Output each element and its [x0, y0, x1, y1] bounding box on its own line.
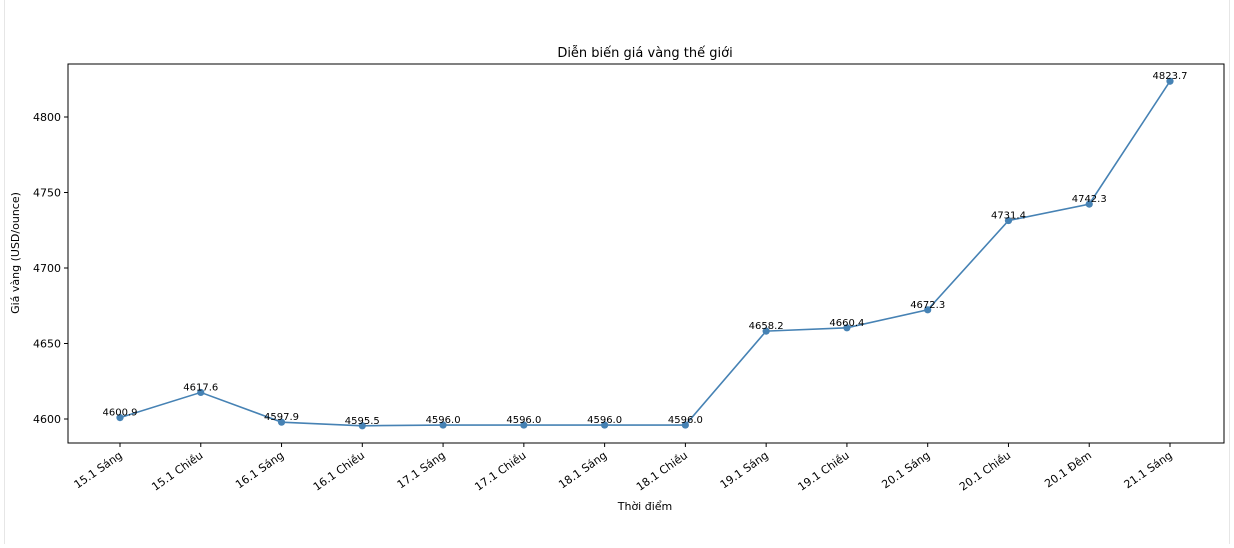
data-label: 4731.4: [991, 211, 1026, 222]
x-axis-label: Thời điểm: [617, 500, 673, 513]
x-tick-label: 20.1 Sáng: [879, 449, 932, 492]
data-label: 4600.9: [103, 408, 138, 419]
data-label: 4596.0: [426, 415, 461, 426]
y-axis-label: Giá vàng (USD/ounce): [9, 192, 22, 314]
line-chart: Diễn biến giá vàng thế giới Thời điểm Gi…: [9, 46, 1225, 513]
data-label: 4742.3: [1072, 194, 1107, 205]
data-point: [358, 422, 366, 430]
x-tick-label: 21.1 Sáng: [1122, 449, 1175, 492]
data-point: [439, 421, 447, 429]
x-tick-label: 19.1 Chiều: [795, 449, 851, 494]
series-group: 4600.9 4617.6 4597.9 4595.5 4596.0 4596.0 4596…: [103, 71, 1188, 430]
chart-title: Diễn biến giá vàng thế giới: [557, 46, 732, 61]
data-label: 4823.7: [1153, 71, 1188, 82]
data-label: 4660.4: [829, 318, 864, 329]
data-point: [1166, 77, 1174, 85]
x-axis: 15.1 Sáng 15.1 Chiều 16.1 Sáng 16.1 Chiều 17…: [72, 443, 1175, 494]
data-point: [520, 421, 528, 429]
x-tick-label: 18.1 Sáng: [556, 449, 609, 492]
data-label: 4672.3: [910, 300, 945, 311]
y-tick-label: 4700: [33, 262, 61, 275]
series-line: [119, 80, 1171, 427]
data-point: [277, 418, 286, 426]
data-label: 4597.9: [264, 412, 299, 423]
x-tick-label: 16.1 Sáng: [233, 449, 286, 492]
data-point: [116, 414, 124, 422]
data-label: 4596.0: [506, 415, 541, 426]
data-label: 4595.5: [345, 416, 380, 427]
x-tick-label: 17.1 Chiều: [472, 449, 528, 494]
x-tick-label: 17.1 Sáng: [395, 449, 448, 492]
data-label: 4596.0: [668, 415, 703, 426]
data-label: 4617.6: [183, 382, 218, 393]
x-tick-label: 19.1 Sáng: [718, 449, 771, 492]
chart-frame: Diễn biến giá vàng thế giới Thời điểm Gi…: [4, 0, 1230, 544]
data-point: [197, 388, 205, 397]
plot-area: [67, 63, 1225, 444]
data-point: [1085, 200, 1093, 208]
data-point: [681, 421, 689, 429]
y-axis: 4600 4650 4700 4750 4800: [33, 111, 68, 426]
y-tick-label: 4750: [33, 186, 61, 199]
data-point: [1004, 216, 1013, 225]
x-tick-label: 18.1 Chiều: [634, 449, 690, 494]
data-point: [601, 421, 609, 429]
x-tick-label: 16.1 Chiều: [311, 449, 367, 494]
x-tick-label: 20.1 Chiều: [957, 449, 1013, 494]
x-tick-label: 15.1 Chiều: [149, 449, 205, 494]
y-tick-label: 4600: [33, 413, 61, 426]
x-tick-label: 20.1 Đêm: [1042, 449, 1094, 491]
y-tick-label: 4650: [33, 337, 61, 350]
data-point: [843, 324, 851, 332]
data-point: [924, 306, 932, 314]
x-tick-label: 15.1 Sáng: [72, 449, 125, 492]
y-tick-label: 4800: [33, 111, 61, 124]
data-point: [762, 327, 770, 335]
data-label: 4596.0: [587, 415, 622, 426]
data-label: 4658.2: [749, 321, 784, 332]
